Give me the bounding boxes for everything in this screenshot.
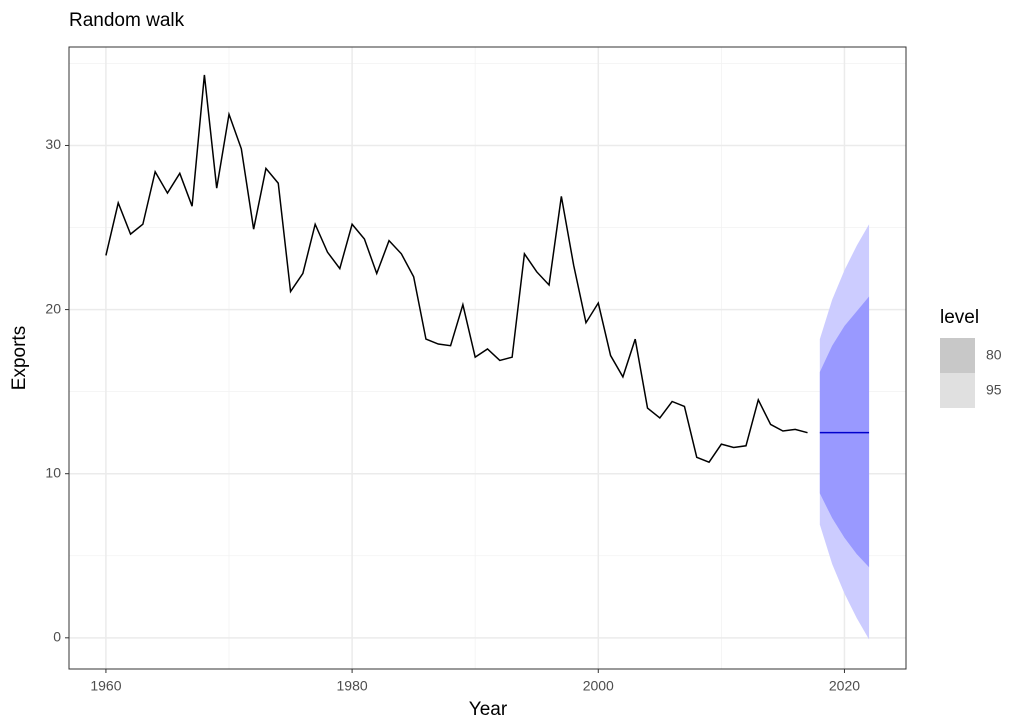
panel-border xyxy=(68,46,907,670)
x-tick-label: 1980 xyxy=(337,678,368,694)
x-axis-label: Year xyxy=(469,699,508,720)
chart-title: Random walk xyxy=(69,10,185,31)
x-tick-label: 2000 xyxy=(583,678,614,694)
prediction-interval xyxy=(819,296,870,568)
legend-key xyxy=(940,373,975,408)
x-tick-label: 2020 xyxy=(829,678,860,694)
y-tick-label: 20 xyxy=(45,300,61,316)
y-tick-label: 0 xyxy=(53,629,61,645)
legend-key xyxy=(940,338,975,373)
legend-label: 80 xyxy=(986,347,1002,363)
legend-label: 95 xyxy=(986,382,1002,398)
y-tick-label: 10 xyxy=(45,464,61,480)
x-tick-label: 1960 xyxy=(90,678,121,694)
y-tick-label: 30 xyxy=(45,136,61,152)
legend-title: level xyxy=(940,307,979,328)
y-axis-label: Exports xyxy=(9,326,30,390)
data-line xyxy=(105,74,808,464)
